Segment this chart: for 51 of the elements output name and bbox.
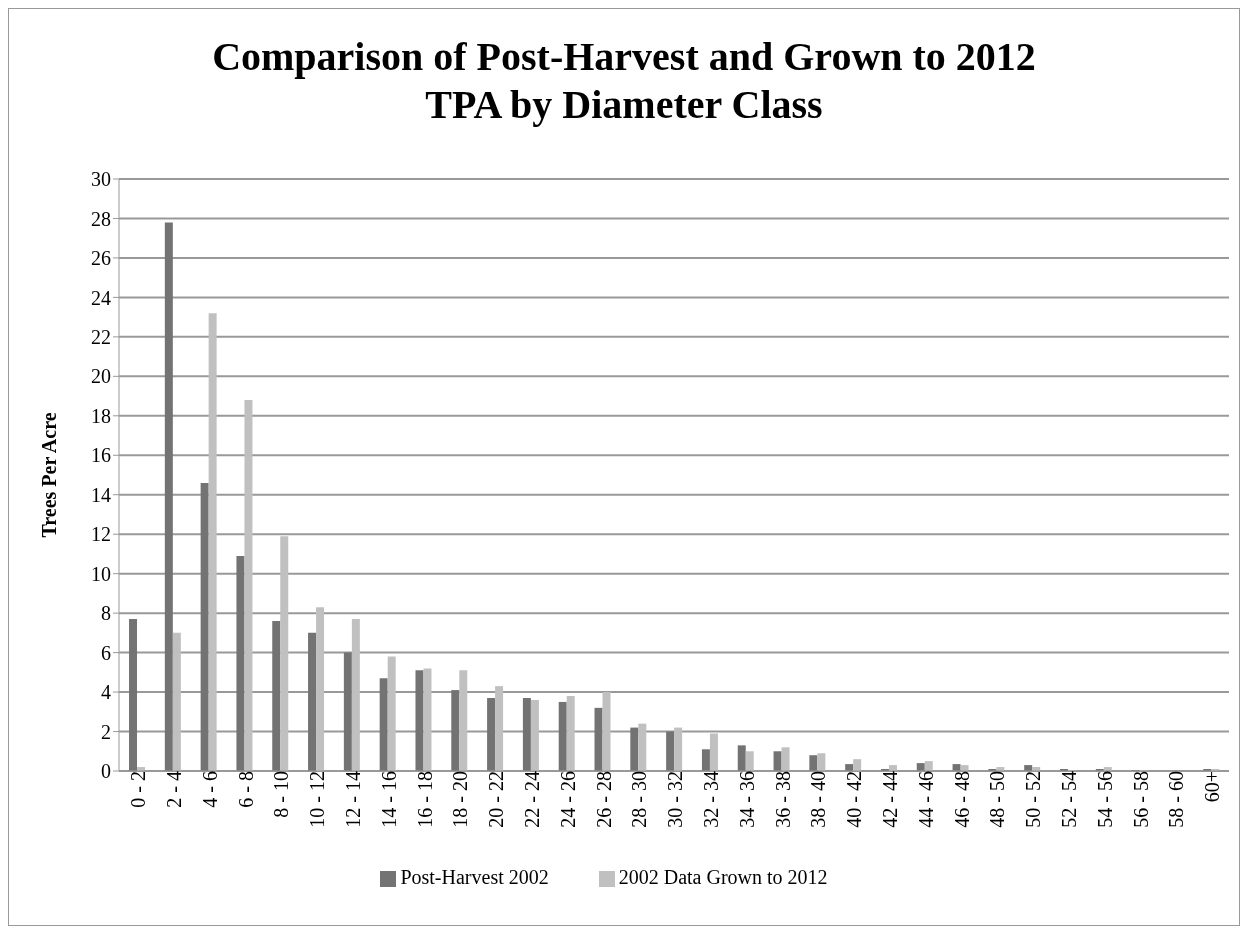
x-tick-label: 44 - 46 [914, 771, 937, 828]
x-tick-label: 60+ [1201, 771, 1224, 803]
x-tick-label: 22 - 24 [520, 771, 543, 828]
y-tick-label: 14 [91, 483, 111, 506]
x-tick-label: 12 - 14 [341, 771, 364, 828]
y-tick-label: 22 [91, 325, 111, 348]
x-tick-label: 30 - 32 [664, 771, 687, 828]
y-tick-label: 30 [91, 168, 111, 191]
y-tick-label: 6 [101, 641, 111, 664]
y-tick-label: 4 [101, 681, 111, 704]
x-tick-label: 4 - 6 [198, 771, 221, 808]
y-tick-label: 10 [91, 562, 111, 585]
x-tick-label: 28 - 30 [628, 771, 651, 828]
y-tick-label: 12 [91, 523, 111, 546]
x-tick-label: 52 - 54 [1058, 771, 1081, 828]
y-tick-label: 18 [91, 404, 111, 427]
x-tick-label: 36 - 38 [771, 771, 794, 828]
x-tick-label: 56 - 58 [1129, 771, 1152, 828]
chart-title: Comparison of Post-Harvest and Grown to 2012 TPA by Diameter Class [211, 33, 1037, 129]
x-tick-label: 14 - 16 [377, 771, 400, 828]
x-tick-label: 24 - 26 [556, 771, 579, 828]
x-tick-label: 10 - 12 [306, 771, 329, 828]
legend-label: 2002 Data Grown to 2012 [618, 866, 828, 888]
x-tick-label: 34 - 36 [735, 771, 758, 828]
x-tick-label: 2 - 4 [162, 771, 185, 808]
x-tick-label: 46 - 48 [950, 771, 973, 828]
y-tick-label: 20 [91, 365, 111, 388]
y-tick-label: 0 [101, 760, 111, 783]
x-tick-label: 42 - 44 [879, 771, 902, 828]
x-tick-label: 40 - 42 [843, 771, 866, 828]
x-tick-label: 6 - 8 [234, 771, 257, 808]
y-tick-label: 2 [101, 720, 111, 743]
y-tick-label: 24 [91, 286, 111, 309]
x-tick-label: 54 - 56 [1093, 771, 1116, 828]
x-tick-label: 20 - 22 [485, 771, 508, 828]
y-tick-label: 26 [91, 247, 111, 270]
x-tick-label: 32 - 34 [700, 771, 723, 828]
x-tick-label: 8 - 10 [270, 771, 293, 818]
y-tick-label: 28 [91, 207, 111, 230]
x-tick-label: 48 - 50 [986, 771, 1009, 828]
y-axis-title: Trees Per Acre [38, 412, 61, 538]
y-tick-label: 16 [91, 444, 111, 467]
y-tick-label: 8 [101, 602, 111, 625]
x-tick-label: 58 - 60 [1165, 771, 1188, 828]
legend-label: Post-Harvest 2002 [400, 866, 549, 888]
x-tick-label: 38 - 40 [807, 771, 830, 828]
x-tick-label: 18 - 20 [449, 771, 472, 828]
x-tick-label: 50 - 52 [1022, 771, 1045, 828]
x-tick-label: 26 - 28 [592, 771, 615, 828]
x-tick-label: 16 - 18 [413, 771, 436, 828]
x-tick-label: 0 - 2 [127, 771, 150, 808]
